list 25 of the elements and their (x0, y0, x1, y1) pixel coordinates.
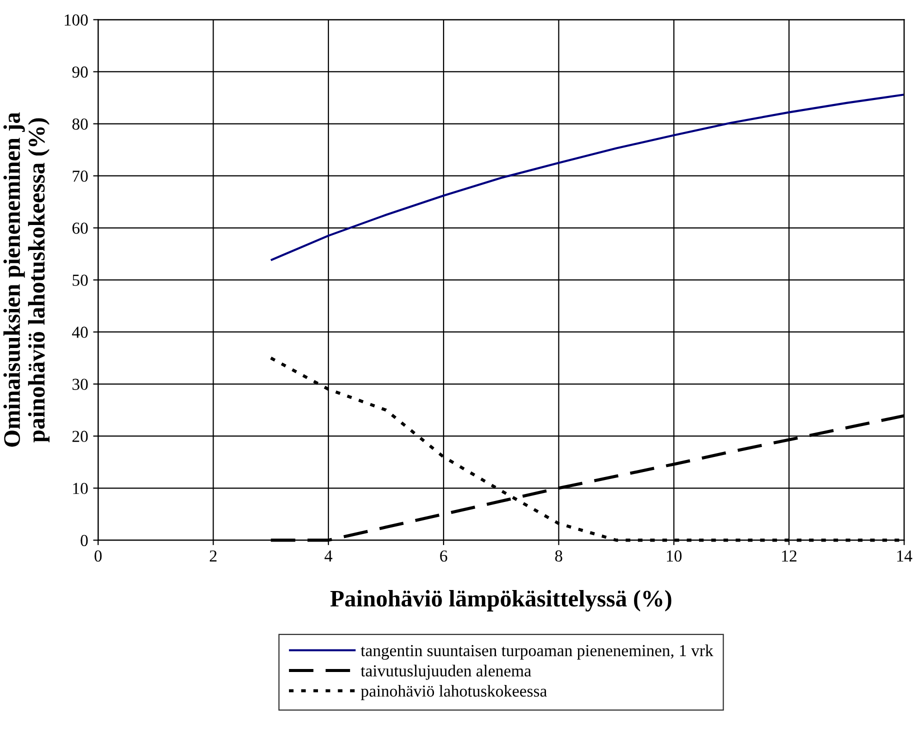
x-tick-label: 14 (897, 550, 912, 562)
line-series (270, 94, 906, 262)
y-axis-title: Ominaisuuksien pieneneminen ja painohäviö lahotuskokeessa (%) (3, 112, 50, 447)
x-tick-label: 12 (782, 550, 796, 562)
y-tick-label: 80 (72, 118, 88, 130)
x-tick-label: 4 (324, 550, 332, 562)
x-tick-label: 6 (440, 550, 448, 562)
x-tick-label: 10 (666, 550, 682, 562)
y-tick-label: 60 (72, 222, 88, 234)
y-tick-label: 100 (64, 14, 88, 26)
y-tick-label: 0 (80, 534, 88, 546)
y-tick-label: 10 (73, 482, 88, 494)
x-tick-label: 8 (555, 550, 562, 562)
y-tick-label: 40 (72, 326, 88, 338)
x-tick-label: 2 (210, 550, 217, 562)
legend-label: taivutuslujuuden alenema (360, 664, 532, 680)
legend-label: painohäviö lahotuskokeessa (360, 684, 547, 700)
legend-label: tangentin suuntaisen turpoaman pieneneminen, 1 vrk (360, 644, 714, 660)
x-axis-title: Painohäviö lämpökäsittelyssä (%) (330, 590, 672, 612)
y-tick-label: 50 (72, 274, 88, 286)
y-tick-label: 20 (72, 430, 88, 442)
x-tick-label: 0 (94, 550, 102, 562)
y-tick-label: 70 (72, 170, 88, 182)
y-tick-label: 90 (72, 66, 88, 78)
y-tick-label: 30 (72, 378, 88, 390)
